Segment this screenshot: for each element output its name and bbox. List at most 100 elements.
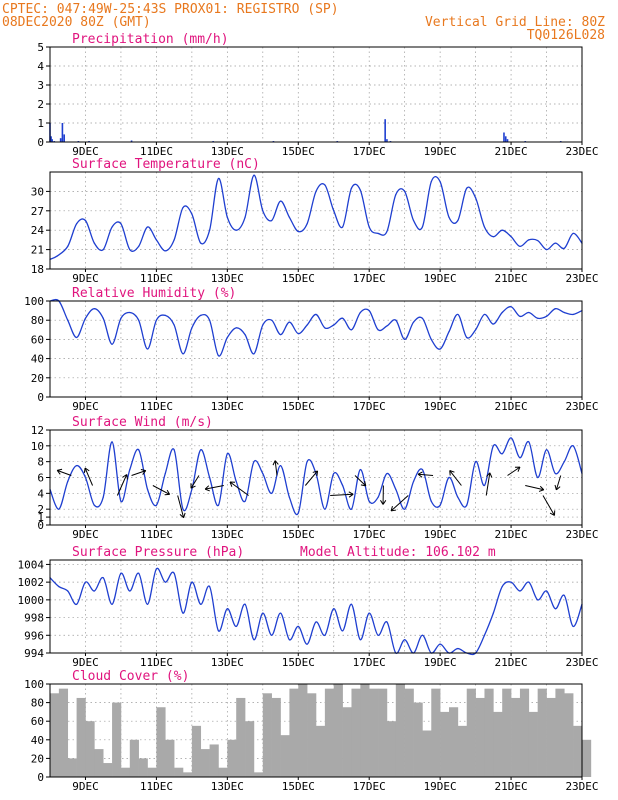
humidity-point — [342, 317, 344, 319]
cloud-xtick-label: 21DEC — [495, 780, 528, 793]
temperature-point — [421, 226, 423, 228]
cloud-column — [333, 684, 343, 777]
temperature-point — [510, 236, 512, 238]
temperature-point — [439, 181, 441, 183]
pressure-point — [377, 634, 379, 636]
pressure-point — [297, 625, 299, 628]
temperature-point — [155, 239, 157, 241]
pressure-xtick-label: 11DEC — [140, 656, 173, 669]
wind-arrow — [507, 466, 521, 476]
precipitation-ytick-label: 2 — [37, 98, 44, 111]
temperature-frame — [49, 171, 583, 270]
cloud-column — [369, 688, 379, 777]
wind-ytick-label: 2 — [37, 503, 44, 516]
temperature-point — [93, 242, 95, 244]
pressure-point — [519, 590, 521, 592]
pressure-point — [483, 634, 486, 636]
humidity-ytick-label: 20 — [31, 372, 44, 385]
temperature-point — [519, 245, 521, 247]
header-model-id: TQ0126L028 — [527, 28, 605, 43]
temperature-point — [271, 219, 273, 222]
wind-arrow-head — [83, 467, 90, 474]
precipitation-xtick-label: 15DEC — [282, 145, 315, 158]
cloud-column — [502, 688, 512, 777]
cloud-column — [457, 725, 468, 777]
wind-arrow-shaft — [274, 460, 278, 476]
humidity-point — [439, 348, 441, 350]
temperature-ytick-label: 21 — [31, 244, 44, 257]
wind-point — [111, 441, 113, 443]
wind-arrow-shaft — [131, 470, 146, 476]
pressure-point — [235, 625, 237, 628]
humidity-point — [120, 317, 122, 319]
wind-arrow-head — [486, 472, 493, 478]
humidity-point — [421, 317, 423, 319]
precipitation-xtick-label: 23DEC — [565, 145, 598, 158]
precipitation-title: Precipitation (mm/h) — [72, 32, 229, 47]
cloud-column — [413, 702, 423, 777]
wind-xtick-label: 19DEC — [424, 528, 457, 541]
cloud-column — [253, 772, 264, 777]
temperature-xtick-label: 19DEC — [424, 272, 457, 285]
cloud-column — [236, 697, 246, 777]
pressure-point — [572, 625, 574, 628]
cloud-frame — [49, 683, 583, 778]
precipitation-bar — [386, 139, 388, 142]
cloud-column — [431, 688, 441, 777]
humidity-point — [235, 327, 237, 329]
pressure-xtick-label: 15DEC — [282, 656, 315, 669]
pressure-point — [191, 581, 193, 583]
wind-point — [146, 488, 149, 490]
cloud-column — [147, 767, 157, 777]
wind-point — [350, 508, 353, 510]
humidity-xtick-label: 21DEC — [495, 400, 528, 413]
temperature-point — [173, 239, 175, 241]
wind-point — [253, 461, 255, 463]
temperature-xtick-label: 9DEC — [72, 272, 99, 285]
temperature-ytick-label: 24 — [31, 224, 45, 237]
cloud-column — [271, 697, 281, 777]
pressure-point — [342, 630, 344, 632]
wind-arrow-shaft — [84, 467, 94, 486]
cloud-column — [138, 758, 148, 777]
temperature-point — [226, 216, 228, 218]
pressure-ytick-label: 1000 — [18, 594, 45, 607]
pressure-point — [324, 634, 326, 636]
wind-arrow-head — [204, 485, 210, 492]
cloud-column — [245, 721, 255, 777]
wind-arrow — [131, 468, 147, 476]
cloud-ytick-label: 40 — [31, 734, 44, 747]
wind-point — [457, 496, 459, 498]
wind-point — [492, 445, 494, 447]
cloud-xtick-label: 15DEC — [282, 780, 315, 793]
cloud-column — [191, 725, 202, 777]
wind-arrow-shaft — [485, 472, 491, 496]
wind-arrow-shaft — [177, 495, 185, 518]
temperature-title: Surface Temperature (nC) — [72, 157, 260, 172]
pressure-point — [386, 621, 388, 623]
pressure-frame — [49, 559, 583, 654]
humidity-point — [545, 315, 548, 317]
pressure-xtick-label: 21DEC — [495, 656, 528, 669]
pressure-title: Surface Pressure (hPa) — [72, 545, 244, 560]
wind-arrow — [449, 470, 462, 486]
temperature-xtick-label: 21DEC — [495, 272, 528, 285]
wind-point — [466, 504, 468, 506]
wind-point — [377, 496, 379, 498]
cloud-column — [156, 707, 166, 777]
wind-arrow — [525, 485, 545, 492]
wind-point — [368, 500, 370, 502]
temperature-point — [279, 200, 282, 202]
wind-point — [430, 500, 432, 502]
humidity-point — [111, 343, 113, 345]
precipitation-ytick-label: 5 — [37, 41, 44, 54]
wind-arrow-shaft — [229, 481, 249, 496]
temperature-ytick-label: 18 — [31, 263, 44, 276]
wind-arrow-shaft — [304, 470, 318, 486]
wind-point — [572, 445, 574, 447]
wind-point — [129, 468, 131, 471]
precipitation-xtick-label: 21DEC — [495, 145, 528, 158]
cloud-ytick-label: 80 — [31, 697, 44, 710]
header-station-line: CPTEC: 047:49W-25:43S PROX01: REGISTRO (… — [2, 2, 339, 17]
